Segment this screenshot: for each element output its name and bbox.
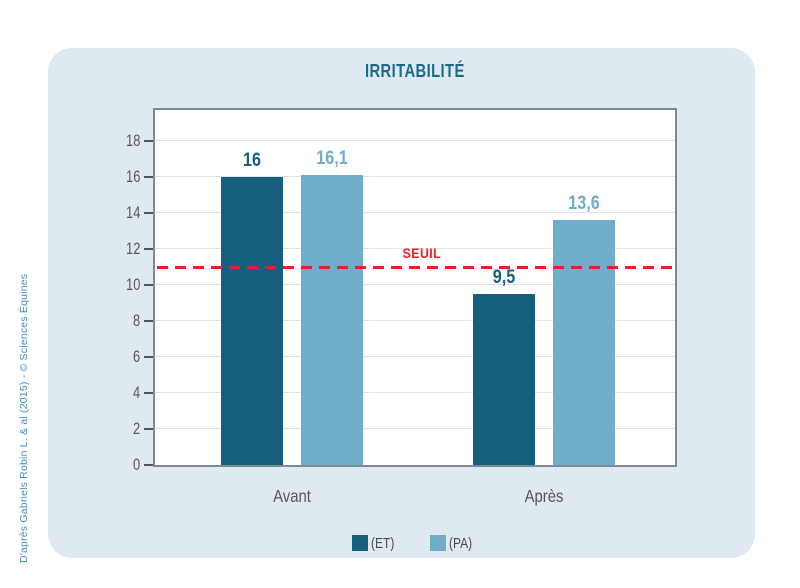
gridline (155, 320, 675, 321)
gridline (155, 212, 675, 213)
x-axis-label-Après: Après (524, 486, 564, 506)
y-tick-label: 10 (125, 276, 140, 294)
legend-swatch (430, 535, 447, 551)
bar-Après-(ET) (473, 294, 535, 465)
bar-value-label: 16,1 (316, 148, 348, 170)
plot-area: 16 16,1 9,5 13,6 SEUIL (153, 108, 677, 467)
y-tick-label: 12 (125, 240, 140, 258)
legend-item-(PA): (PA) (430, 535, 478, 552)
bar-Avant-(ET) (221, 177, 283, 465)
source-credit-text: D'après Gabriels Robin L. & al (2015) - … (18, 273, 30, 563)
legend: (ET) (PA) (153, 533, 677, 553)
y-tick-mark (144, 284, 153, 286)
y-tick-mark (144, 176, 153, 178)
chart-title-text: IRRITABILITÉ (365, 61, 465, 81)
y-tick-label: 8 (132, 312, 140, 330)
y-tick-mark (144, 140, 153, 142)
y-tick-label: 16 (125, 168, 140, 186)
bar-Avant-(PA) (301, 175, 363, 465)
y-tick-label: 18 (125, 132, 140, 150)
y-tick-mark (144, 356, 153, 358)
y-tick-mark (144, 464, 153, 466)
y-tick-mark (144, 392, 153, 394)
legend-item-(ET): (ET) (351, 534, 400, 552)
y-tick-mark (144, 212, 153, 214)
legend-swatch (351, 535, 368, 551)
y-tick-mark (144, 428, 153, 430)
y-tick-mark (144, 248, 153, 250)
chart-card: IRRITABILITÉ 16 16,1 9,5 13,6 SEUIL 0 2 4 6 8 10 1… (48, 48, 755, 558)
x-axis-label-Avant: Avant (273, 486, 311, 506)
gridline (155, 176, 675, 177)
y-tick-label: 4 (132, 384, 140, 402)
threshold-line (157, 266, 673, 269)
y-tick-mark (144, 320, 153, 322)
bar-value-label: 16 (243, 150, 261, 171)
bar-value-label: 9,5 (492, 267, 516, 288)
gridline (155, 284, 675, 285)
chart-title: IRRITABILITÉ (153, 61, 677, 83)
bar-Après-(PA) (553, 220, 615, 465)
gridline (155, 392, 675, 393)
gridline (155, 248, 675, 249)
gridline (155, 140, 675, 141)
legend-label: (PA) (449, 534, 473, 552)
bar-value-label: 13,6 (568, 193, 600, 215)
y-tick-label: 2 (132, 420, 140, 438)
source-credit: D'après Gabriels Robin L. & al (2015) - … (18, 274, 32, 563)
y-tick-label: 0 (132, 456, 140, 474)
threshold-label: SEUIL (402, 245, 442, 261)
plot-inner: 16 16,1 9,5 13,6 SEUIL (155, 110, 675, 465)
gridline (155, 356, 675, 357)
gridline (155, 428, 675, 429)
y-tick-label: 6 (132, 348, 140, 366)
y-tick-label: 14 (125, 204, 140, 222)
legend-label: (ET) (370, 534, 395, 552)
